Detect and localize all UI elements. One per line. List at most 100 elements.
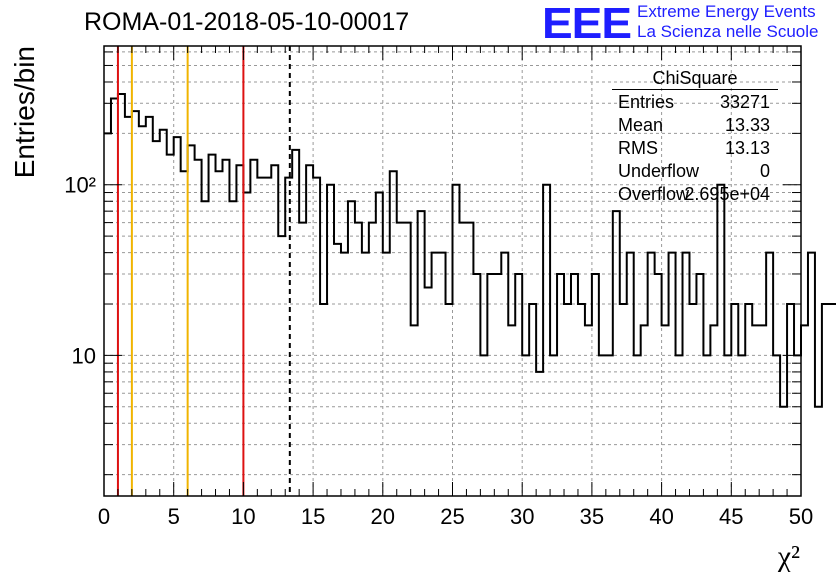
eee-logo-mark: EEE: [542, 0, 632, 48]
histogram-bin: [257, 178, 264, 496]
histogram-bin: [627, 253, 634, 496]
x-tick-label: 10: [231, 504, 255, 529]
histogram-bin: [620, 304, 627, 496]
histogram-bin: [104, 133, 111, 496]
histogram-bin: [327, 185, 334, 496]
histogram-bin: [585, 325, 592, 496]
x-tick-label: 25: [440, 504, 464, 529]
y-tick-label: 10²: [64, 173, 96, 198]
histogram-bin: [669, 253, 676, 496]
x-tick-label: 0: [98, 504, 110, 529]
stats-title-rule: [612, 89, 778, 90]
histogram-bin: [278, 236, 285, 496]
histogram-bin: [641, 325, 648, 496]
histogram-bin: [181, 171, 188, 496]
x-tick-label: 15: [301, 504, 325, 529]
histogram-bin: [822, 304, 829, 496]
histogram-bin: [543, 185, 550, 496]
eee-logo-text: Extreme Energy Events La Scienza nelle S…: [637, 2, 818, 42]
histogram-bin: [780, 407, 787, 496]
y-axis-label: Entries/bin: [9, 46, 40, 178]
histogram-bin: [689, 304, 696, 496]
stats-title: ChiSquare: [652, 68, 738, 88]
histogram-bin: [229, 201, 236, 496]
run-title: ROMA-01-2018-05-10-00017: [84, 8, 410, 36]
histogram-bin: [592, 274, 599, 496]
x-tick-label: 50: [789, 504, 813, 529]
stats-box: ChiSquare Entries 33271 Mean 13.33 RMS 1…: [612, 66, 778, 206]
histogram-bin: [787, 304, 794, 496]
histogram-bin: [501, 253, 508, 496]
histogram-bin: [571, 274, 578, 496]
histogram-bin: [453, 185, 460, 496]
stats-value: 2.695e+04: [684, 184, 770, 204]
histogram-bin: [299, 223, 306, 496]
histogram-bin: [306, 165, 313, 496]
stats-row-entries: Entries 33271: [618, 92, 770, 114]
histogram-bin: [529, 304, 536, 496]
histogram-bin: [766, 253, 773, 496]
histogram-bin: [446, 304, 453, 496]
histogram-bin: [696, 274, 703, 496]
histogram-bin: [271, 165, 278, 496]
histogram-bin: [439, 253, 446, 496]
histogram-bin: [829, 304, 836, 496]
histogram-bin: [139, 126, 146, 496]
stats-row-underflow: Underflow 0: [618, 161, 770, 183]
histogram-bin: [815, 407, 822, 496]
histogram-bin: [752, 325, 759, 496]
histogram-bin: [222, 160, 229, 496]
histogram-bin: [195, 160, 202, 496]
histogram-bin: [759, 325, 766, 496]
stats-key: Mean: [618, 115, 664, 135]
stats-value: 13.13: [724, 138, 770, 158]
histogram-bin: [683, 253, 690, 496]
histogram-bin: [320, 304, 327, 496]
histogram-bin: [334, 244, 341, 496]
histogram-bin: [564, 304, 571, 496]
logo-line-1: Extreme Energy Events: [637, 2, 816, 21]
x-tick-label: 40: [649, 504, 673, 529]
histogram-bin: [473, 274, 480, 496]
histogram-bin: [376, 193, 383, 496]
histogram-bin: [146, 117, 153, 496]
histogram-bin: [397, 223, 404, 496]
stats-key: Entries: [618, 92, 675, 112]
stats-value: 33271: [719, 92, 770, 112]
histogram-bin: [731, 304, 738, 496]
histogram-bin: [188, 145, 195, 496]
histogram-bin: [174, 137, 181, 496]
reference-lines: [116, 46, 291, 496]
x-tick-label: 45: [719, 504, 743, 529]
histogram-bin: [508, 325, 515, 496]
histogram-bin: [710, 325, 717, 496]
stats-row-rms: RMS 13.13: [618, 138, 770, 160]
stats-key: RMS: [618, 138, 658, 158]
histogram-bin: [662, 325, 669, 496]
x-tick-label: 5: [168, 504, 180, 529]
y-tick-label: 10: [72, 343, 96, 368]
x-axis-ticks: 0 5 10 15 20 25 30 35 40 45 50: [98, 46, 813, 529]
stats-value: 0: [759, 161, 770, 181]
x-tick-label: 30: [510, 504, 534, 529]
histogram-bin: [118, 94, 125, 496]
logo-line-2: La Scienza nelle Scuole: [637, 22, 819, 41]
histogram-bin: [432, 253, 439, 496]
histogram-bin: [425, 287, 432, 496]
histogram-bin: [578, 304, 585, 496]
histogram-bin: [383, 253, 390, 496]
histogram-bin: [808, 253, 815, 496]
histogram-bin: [418, 211, 425, 496]
histogram-bin: [216, 171, 223, 496]
stats-key: Overflow: [618, 184, 690, 204]
histogram-bin: [648, 253, 655, 496]
histogram-bin: [243, 193, 250, 496]
histogram-bin: [494, 274, 501, 496]
histogram-bin: [285, 178, 292, 496]
histogram-outline: [104, 93, 836, 408]
histogram-bin: [202, 201, 209, 496]
stats-key: Underflow: [618, 161, 700, 181]
histogram-bin: [355, 223, 362, 496]
histogram-bin: [292, 150, 299, 496]
